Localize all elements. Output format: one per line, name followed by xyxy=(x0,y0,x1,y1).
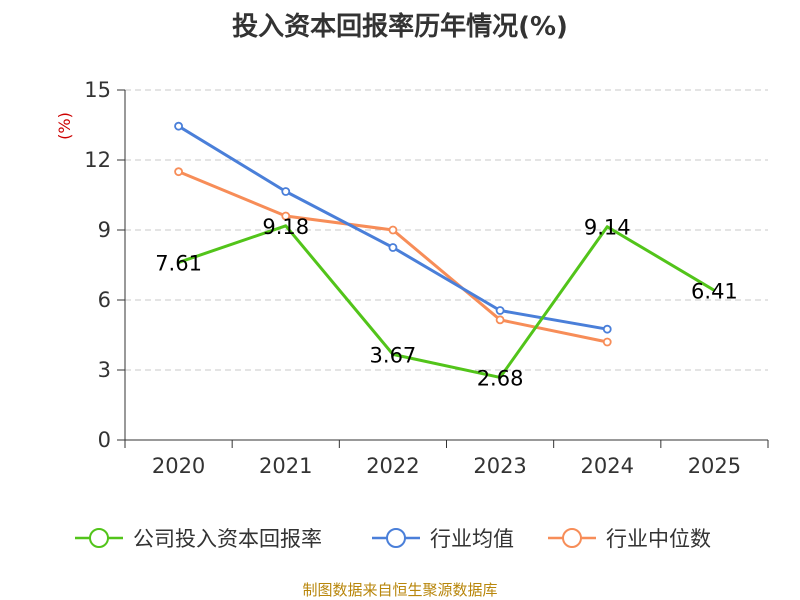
data-label: 6.41 xyxy=(691,279,738,303)
data-label: 2.68 xyxy=(477,366,524,390)
y-axis-unit: (%) xyxy=(55,112,74,140)
series-line xyxy=(178,224,716,379)
data-point xyxy=(495,306,505,315)
x-tick-label: 2022 xyxy=(366,454,419,478)
legend-marker xyxy=(386,528,406,548)
legend-marker xyxy=(562,528,582,548)
x-tick-label: 2021 xyxy=(259,454,312,478)
y-tick-label: 12 xyxy=(84,148,111,172)
data-point xyxy=(174,167,183,177)
x-tick-label: 2025 xyxy=(688,454,741,478)
source-note: 制图数据来自恒生聚源数据库 xyxy=(302,581,497,599)
legend-label: 公司投入资本回报率 xyxy=(133,527,322,551)
data-point xyxy=(388,225,398,235)
data-point xyxy=(495,315,505,325)
data-point xyxy=(388,243,398,252)
data-point xyxy=(602,337,612,347)
y-tick-label: 6 xyxy=(98,288,111,312)
y-tick-label: 3 xyxy=(98,358,111,382)
y-tick-label: 15 xyxy=(84,78,111,102)
legend-marker xyxy=(89,528,109,548)
legend: 公司投入资本回报率 行业均值 行业中位数 xyxy=(75,527,711,551)
data-point xyxy=(281,211,291,221)
data-labels: 7.61 9.18 3.67 2.68 9.14 6.41 xyxy=(155,215,738,391)
data-point xyxy=(174,121,183,131)
data-label: 9.18 xyxy=(262,215,309,239)
y-tick-label: 9 xyxy=(98,218,111,242)
axes: 0 3 6 9 12 15 2020 2021 2022 2023 2024 2025 xyxy=(84,78,769,478)
x-tick-label: 2023 xyxy=(473,454,526,478)
data-label: 9.14 xyxy=(584,216,631,240)
series xyxy=(174,121,716,379)
grid xyxy=(125,89,768,371)
chart-title: 投入资本回报率历年情况(%) xyxy=(232,11,568,42)
data-label: 3.67 xyxy=(370,343,417,367)
legend-label: 行业均值 xyxy=(430,527,514,551)
data-point xyxy=(281,187,291,196)
x-tick-label: 2020 xyxy=(152,454,205,478)
data-point xyxy=(602,324,612,334)
x-tick-label: 2024 xyxy=(581,454,634,478)
data-label: 7.61 xyxy=(155,251,202,275)
legend-label: 行业中位数 xyxy=(606,527,711,551)
y-tick-label: 0 xyxy=(98,428,111,452)
